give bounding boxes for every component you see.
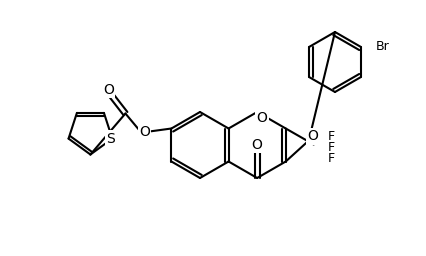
- Text: O: O: [103, 82, 114, 97]
- Text: O: O: [252, 138, 262, 152]
- Text: O: O: [307, 130, 318, 144]
- Text: F: F: [328, 141, 335, 154]
- Text: S: S: [106, 132, 115, 146]
- Text: O: O: [139, 124, 150, 138]
- Text: O: O: [257, 111, 268, 125]
- Text: F: F: [328, 152, 335, 165]
- Text: F: F: [328, 130, 335, 143]
- Text: Br: Br: [376, 40, 390, 54]
